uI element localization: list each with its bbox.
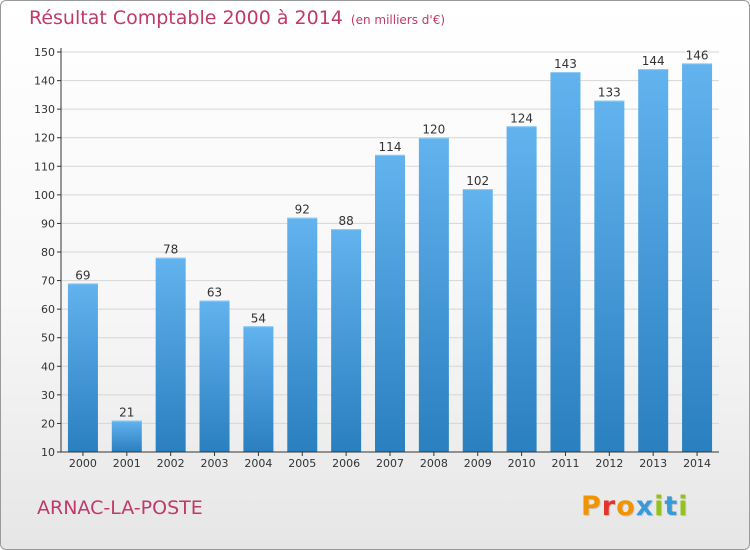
y-tick-label: 90 [41,217,55,230]
x-tick-label-2005: 2005 [288,457,316,470]
logo-letter: i [678,491,689,522]
data-label-2006: 88 [338,214,353,228]
data-label-2009: 102 [466,174,489,188]
y-tick-label: 50 [41,332,55,345]
logo-letter: t [664,491,679,522]
logo-letter: r [601,491,617,522]
axes [60,48,719,453]
data-label-2005: 92 [295,203,310,217]
x-tick-label-2007: 2007 [376,457,404,470]
y-tick-label: 40 [41,360,55,373]
logo-letter: i [654,491,665,522]
x-tick-label-2006: 2006 [332,457,360,470]
data-label-2007: 114 [379,140,402,154]
x-tick-label-2003: 2003 [201,457,229,470]
y-tick-label: 150 [34,46,55,59]
x-axis-ticks: 2000 2001 2002 2003 2004 2005 2006 2007 2008 2009… [69,452,711,470]
bar-2007 [375,154,405,452]
bar-2000 [67,283,98,452]
data-label-2014: 146 [686,48,709,62]
x-tick-label-2008: 2008 [420,457,448,470]
logo-letter: P [581,491,602,522]
x-tick-label-2012: 2012 [595,457,623,470]
x-tick-label-2002: 2002 [157,457,185,470]
bar-2013 [638,69,669,453]
logo-letter: x [635,491,655,522]
chart-title-text: Résultat Comptable 2000 à 2014 [29,7,343,29]
bar-2002 [155,257,186,452]
y-tick-label: 20 [41,417,55,430]
x-tick-label-2010: 2010 [508,457,536,470]
data-label-2002: 78 [163,243,178,257]
bar-2012 [594,100,625,453]
y-tick-label: 140 [34,75,55,88]
bar-2001 [111,420,142,452]
x-tick-label-2004: 2004 [244,457,272,470]
bars: 69 21 78 63 54 92 88 114 120 102 124 143 133 144 146 [67,48,713,453]
x-tick-label-2001: 2001 [113,457,141,470]
y-tick-label: 70 [41,275,55,288]
x-tick-label-2009: 2009 [464,457,492,470]
y-tick-label: 10 [41,446,55,459]
data-label-2008: 120 [422,123,445,137]
bar-2004 [243,326,274,452]
bar-2010 [506,126,537,453]
bar-2003 [199,300,230,452]
bar-2014 [682,63,713,453]
y-tick-label: 130 [34,103,55,116]
data-label-2012: 133 [598,86,621,100]
data-label-2011: 143 [554,57,577,71]
x-tick-label-2014: 2014 [683,457,711,470]
data-label-2000: 69 [75,268,90,282]
y-tick-label: 80 [41,246,55,259]
data-label-2010: 124 [510,111,533,125]
y-axis-ticks: 10 20 30 40 50 60 70 80 90 100 110 120 130 140 150 [34,46,61,459]
logo-letter: o [616,491,636,522]
data-label-2004: 54 [251,311,266,325]
x-tick-label-2011: 2011 [551,457,579,470]
commune-name: ARNAC-LA-POSTE [37,497,203,519]
bar-2011 [550,72,581,452]
bar-2009 [462,189,493,452]
data-label-2001: 21 [119,406,134,420]
y-tick-label: 30 [41,389,55,402]
data-label-2003: 63 [207,286,222,300]
proxiti-logo[interactable]: Proxiti [581,491,689,522]
y-tick-label: 100 [34,189,55,202]
chart-unit-label: (en milliers d'€) [350,13,446,27]
y-tick-label: 120 [34,132,55,145]
bar-2008 [418,137,449,452]
chart-title: Résultat Comptable 2000 à 2014 (en millie… [29,7,445,29]
data-label-2013: 144 [642,54,665,68]
x-tick-label-2000: 2000 [69,457,97,470]
bar-2005 [287,217,318,452]
y-tick-label: 110 [34,160,55,173]
x-tick-label-2013: 2013 [639,457,667,470]
y-tick-label: 60 [41,303,55,316]
bar-2006 [331,229,362,452]
